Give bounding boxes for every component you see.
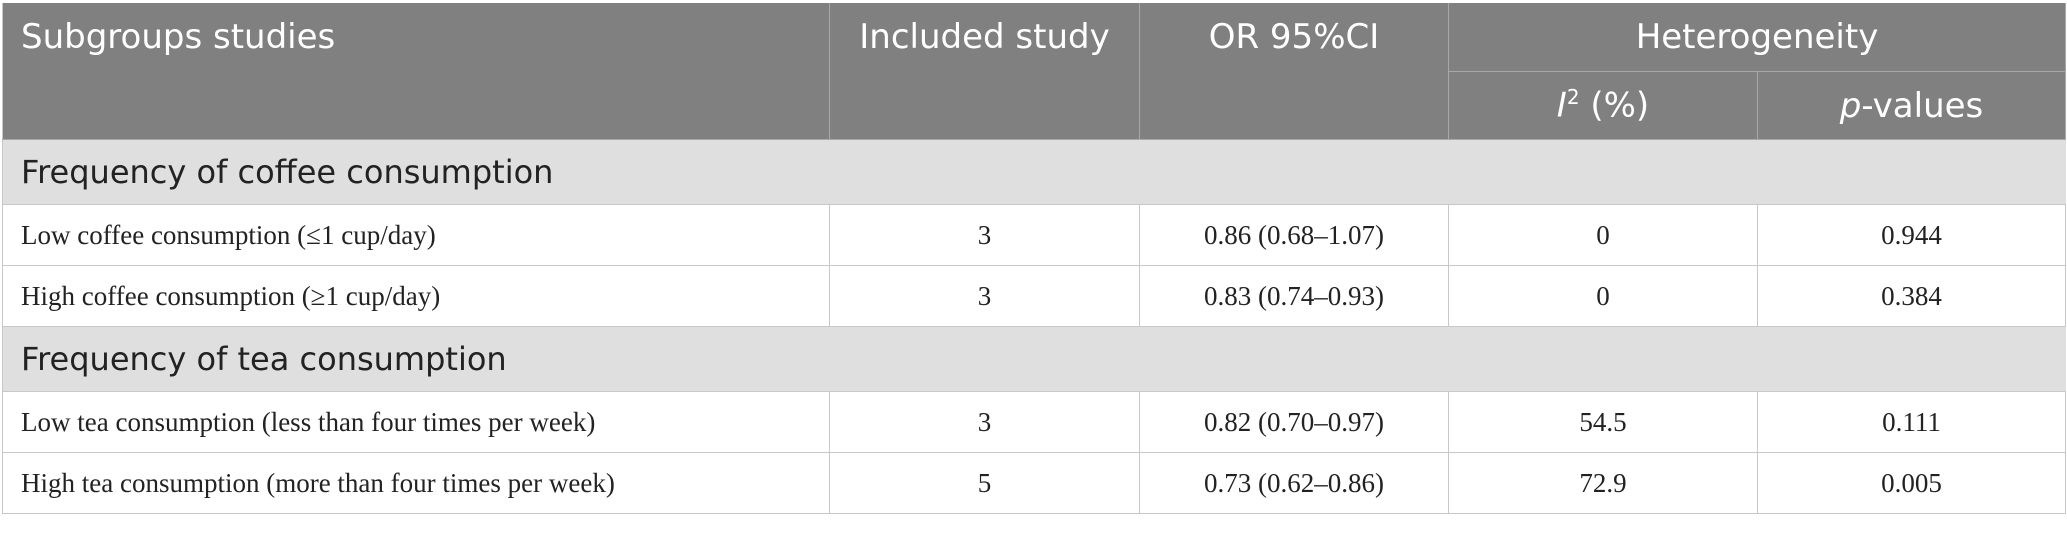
cell-or: 0.73 (0.62–0.86) xyxy=(1139,452,1449,514)
table-body: Frequency of coffee consumption Low coff… xyxy=(1,139,2067,514)
cell-label: Low tea consumption (less than four time… xyxy=(2,391,830,453)
cell-p: 0.005 xyxy=(1756,452,2067,514)
header-p-values: p-values xyxy=(1756,71,2067,140)
section-title: Frequency of tea consumption xyxy=(1,326,2066,392)
table-row: High tea consumption (more than four tim… xyxy=(2,452,2067,514)
i2-letter: I xyxy=(1556,85,1567,126)
table-row: High coffee consumption (≥1 cup/day) 3 0… xyxy=(2,265,2067,327)
section-title: Frequency of coffee consumption xyxy=(1,139,2066,205)
table-row: Low tea consumption (less than four time… xyxy=(2,391,2067,453)
cell-i2: 54.5 xyxy=(1448,391,1758,453)
results-table: Subgroups studies Included study OR 95%C… xyxy=(1,3,2067,514)
header-subgroups: Subgroups studies xyxy=(2,3,830,140)
cell-p: 0.111 xyxy=(1756,391,2067,453)
cell-label: High tea consumption (more than four tim… xyxy=(2,452,830,514)
cell-p: 0.944 xyxy=(1756,204,2067,266)
cell-or: 0.82 (0.70–0.97) xyxy=(1139,391,1449,453)
cell-or: 0.86 (0.68–1.07) xyxy=(1139,204,1449,266)
cell-i2: 0 xyxy=(1448,204,1758,266)
cell-included: 5 xyxy=(829,452,1140,514)
table-header: Subgroups studies Included study OR 95%C… xyxy=(2,3,2067,140)
cell-label: High coffee consumption (≥1 cup/day) xyxy=(2,265,830,327)
cell-included: 3 xyxy=(829,391,1140,453)
cell-included: 3 xyxy=(829,265,1140,327)
section-row-tea: Frequency of tea consumption xyxy=(1,326,2066,392)
cell-or: 0.83 (0.74–0.93) xyxy=(1139,265,1449,327)
section-row-coffee: Frequency of coffee consumption xyxy=(1,139,2066,205)
cell-p: 0.384 xyxy=(1756,265,2067,327)
cell-i2: 72.9 xyxy=(1448,452,1758,514)
i2-superscript: 2 xyxy=(1566,85,1580,110)
cell-included: 3 xyxy=(829,204,1140,266)
i2-unit: (%) xyxy=(1579,85,1650,126)
p-rest: -values xyxy=(1861,85,1984,126)
header-included-study: Included study xyxy=(829,3,1140,140)
header-or-ci: OR 95%CI xyxy=(1139,3,1449,140)
header-heterogeneity: Heterogeneity xyxy=(1447,3,2067,72)
cell-label: Low coffee consumption (≤1 cup/day) xyxy=(2,204,830,266)
cell-i2: 0 xyxy=(1448,265,1758,327)
p-letter: p xyxy=(1839,85,1862,126)
table-row: Low coffee consumption (≤1 cup/day) 3 0.… xyxy=(2,204,2067,266)
header-i2: I2 (%) xyxy=(1448,71,1758,140)
